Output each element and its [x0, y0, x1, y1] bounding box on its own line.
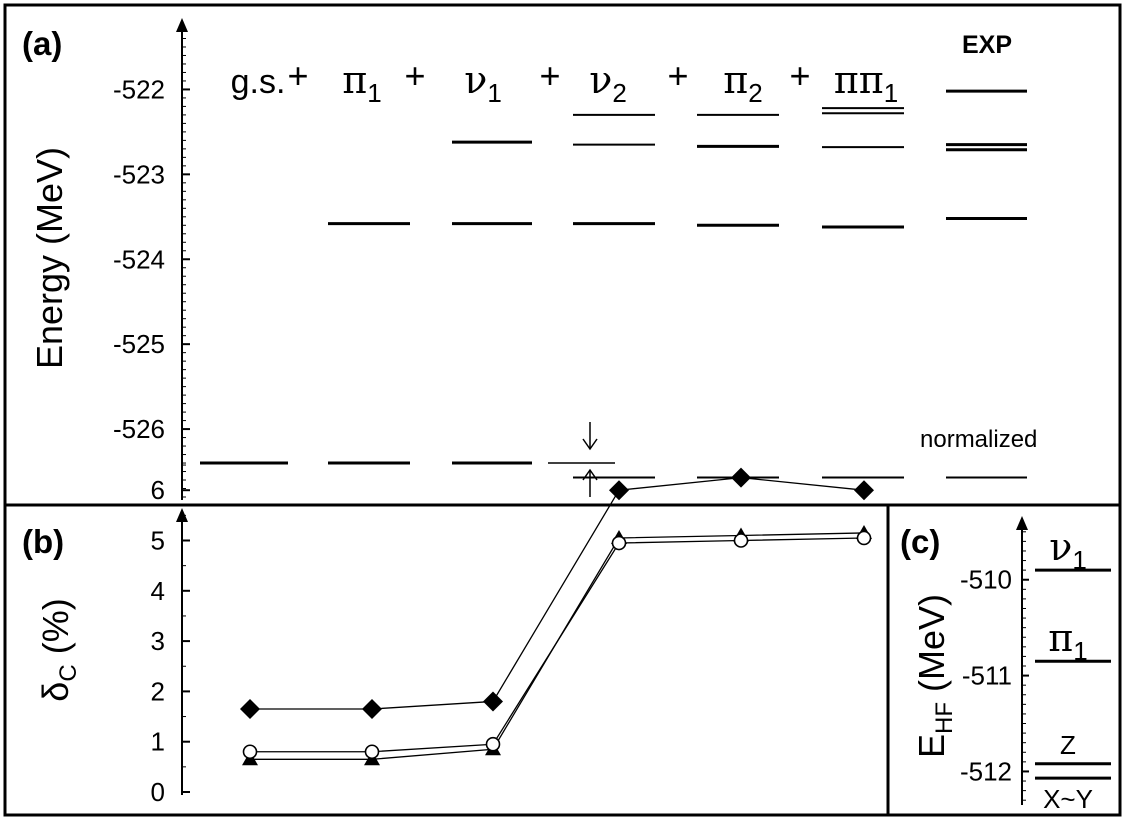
level-label: X~Y: [1043, 784, 1093, 814]
panel-b-y-label-tail: (%): [35, 598, 76, 664]
y-tick-label: 4: [151, 576, 165, 606]
data-point-diamond: [731, 467, 751, 488]
panel-a-y-axis-label: Energy (MeV): [29, 147, 70, 369]
data-point-diamond: [240, 699, 260, 720]
data-point-circle: [242, 744, 258, 760]
normalized-annotation: normalized: [920, 426, 1037, 453]
y-tick-label: -512: [960, 756, 1012, 786]
column-label-sub: 1: [487, 78, 501, 108]
panel-a-y-axis: [176, 18, 190, 500]
panel-c-y-axis: [1016, 516, 1029, 805]
data-point-circle: [733, 533, 749, 548]
level-label: Z: [1060, 730, 1076, 760]
y-tick-label: 0: [151, 777, 165, 807]
down-arrow-head: [582, 438, 598, 451]
level-label-sub: 1: [1072, 545, 1086, 575]
column-label: ν2: [589, 58, 627, 108]
data-point-diamond: [609, 480, 629, 501]
y-tick-label: -526: [113, 414, 165, 444]
panel-c-y-axis-arrowhead: [1016, 516, 1028, 530]
figure-frame: [3, 3, 1122, 817]
plus-sign: +: [539, 55, 560, 96]
column-label: ππ1: [834, 58, 898, 108]
column-label-sub: 1: [367, 78, 381, 108]
data-point-diamond: [362, 699, 382, 720]
panel-b-y-axis-label: δC (%): [35, 598, 82, 701]
column-label-main: π: [342, 58, 367, 102]
column-label-main: ν: [464, 58, 487, 102]
data-point-circle: [364, 744, 380, 760]
panel-c-y-axis-label: EHF (MeV): [911, 594, 958, 758]
panel-a: (a) Energy (MeV) -522 -523 -524 -525 -526 g.…: [22, 18, 1037, 500]
plus-sign: +: [287, 55, 308, 96]
level-label: π1: [1048, 616, 1087, 666]
panel-c-label: (c): [900, 523, 940, 560]
data-point-circle: [856, 530, 872, 546]
column-label: π2: [723, 58, 762, 108]
column-label-sub: 2: [748, 78, 762, 108]
column-label-main: ν: [589, 58, 612, 102]
column-label: g.s.: [231, 63, 286, 101]
up-arrow-head: [582, 468, 598, 481]
y-tick-label: -510: [960, 565, 1012, 595]
y-tick-label: -511: [962, 661, 1012, 691]
panel-b-y-axis: [176, 464, 190, 795]
y-tick-label: 1: [151, 727, 165, 757]
column-label: EXP: [962, 31, 1012, 59]
y-tick-label: -524: [113, 244, 165, 274]
y-tick-label: -522: [113, 74, 165, 104]
panel-a-y-tick-labels: -522 -523 -524 -525 -526: [113, 74, 165, 444]
panel-c-y-label-sub: HF: [931, 702, 958, 734]
level-label-main: X~Y: [1043, 784, 1093, 814]
column-label: π1: [342, 58, 381, 108]
level-label-sub: 1: [1073, 636, 1087, 666]
column-label-main: π: [723, 58, 748, 102]
panel-c-y-label-main: E: [911, 734, 952, 758]
panel-b-y-label-main: δ: [35, 682, 76, 702]
panel-c-y-label-tail: (MeV): [911, 594, 952, 702]
column-label-sub: 1: [884, 78, 898, 108]
data-point-circle: [485, 736, 501, 752]
y-tick-label: 6: [151, 475, 165, 505]
series-line-triangle: [250, 532, 865, 760]
series-line-diamond: [250, 476, 865, 710]
level-label-main: π: [1048, 616, 1073, 660]
level-label: ν1: [1049, 525, 1087, 575]
column-label-main: g.s.: [231, 63, 286, 101]
plus-sign: +: [667, 55, 688, 96]
y-tick-label: -525: [113, 329, 165, 359]
data-point-circle: [611, 535, 627, 551]
column-label-sub: 2: [612, 78, 626, 108]
panel-b-series: [240, 467, 874, 766]
panel-b-y-label-sub: C: [55, 664, 82, 681]
y-tick-label: 3: [151, 626, 165, 656]
level-label-main: Z: [1060, 730, 1076, 760]
panel-b-y-tick-labels: 0 1 2 3 4 5 6: [151, 475, 165, 807]
panel-a-label: (a): [22, 25, 62, 62]
y-tick-label: 2: [151, 676, 165, 706]
plus-sign: +: [404, 55, 425, 96]
panel-a-y-axis-arrowhead: [176, 18, 188, 32]
data-point-diamond: [854, 480, 874, 501]
panel-b: (b) δC (%) 0 1 2 3 4 5 6: [22, 464, 874, 807]
panel-b-label: (b): [22, 523, 64, 560]
column-label: ν1: [464, 58, 502, 108]
y-tick-label: -523: [113, 159, 165, 189]
series-line-circle: [250, 537, 865, 753]
plus-sign: +: [789, 55, 810, 96]
data-point-diamond: [483, 691, 503, 712]
panel-a-normalization-arrows: [582, 422, 598, 497]
column-label-main: ππ: [834, 58, 884, 102]
y-tick-label: 5: [151, 526, 165, 556]
panel-c-y-tick-labels: -510 -511 -512: [960, 565, 1012, 787]
level-label-main: ν: [1049, 525, 1072, 569]
panel-a-energy-levels: [200, 89, 1027, 479]
